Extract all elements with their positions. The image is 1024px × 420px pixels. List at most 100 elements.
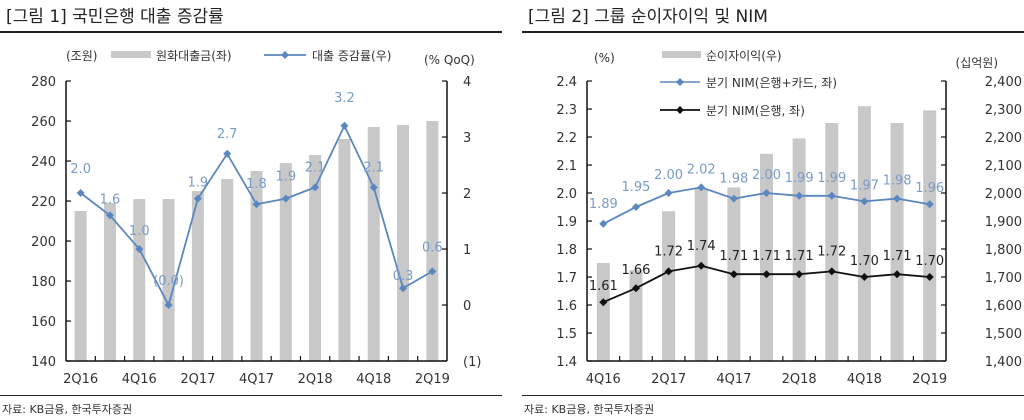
data-point xyxy=(827,267,836,276)
data-point xyxy=(76,189,85,197)
right-tick-label: 1,400 xyxy=(985,355,1022,370)
data-point xyxy=(599,219,608,228)
x-tick-label: 4Q17 xyxy=(239,372,274,387)
data-label: 2.02 xyxy=(687,162,716,177)
data-label: 1.98 xyxy=(883,174,912,189)
x-tick-label: 2Q19 xyxy=(912,372,947,387)
bar-3Q17 xyxy=(221,179,234,361)
data-label: 1.72 xyxy=(654,244,683,259)
legend-line-marker xyxy=(281,51,289,59)
data-point xyxy=(697,183,706,192)
data-label: 1.95 xyxy=(621,180,650,195)
data-point xyxy=(252,200,261,209)
right-tick-label: (1) xyxy=(463,355,481,370)
bar-3Q17 xyxy=(694,188,708,361)
left-tick-label: 2.3 xyxy=(556,103,577,118)
data-label: 2.1 xyxy=(305,160,326,175)
data-point xyxy=(399,284,408,293)
source-divider xyxy=(522,395,1024,396)
data-label: 1.99 xyxy=(785,171,814,186)
data-label: 1.71 xyxy=(785,249,814,264)
data-label: 1.9 xyxy=(275,170,296,185)
data-point xyxy=(664,267,673,276)
title-divider xyxy=(522,31,1024,33)
x-tick-label: 4Q18 xyxy=(356,372,391,387)
data-point xyxy=(795,191,804,200)
right-tick-label: 2,000 xyxy=(985,187,1022,202)
bar-2Q16 xyxy=(74,211,87,361)
data-label: 1.97 xyxy=(850,178,879,193)
legend-line-label: 대출 증감률(우) xyxy=(312,49,391,63)
data-label: 1.66 xyxy=(621,263,650,278)
left-tick-label: 1.8 xyxy=(556,243,577,258)
data-point xyxy=(925,273,934,281)
data-point xyxy=(827,191,836,200)
source-note: 자료: KB금융, 한국투자증권 xyxy=(2,403,133,416)
bar-2Q18 xyxy=(309,155,322,361)
chart-title: [그림 2] 그룹 순이자이익 및 NIM xyxy=(528,7,768,27)
data-label: 1.70 xyxy=(915,254,944,269)
left-tick-label: 140 xyxy=(31,355,56,370)
left-tick-label: 1.9 xyxy=(556,215,577,230)
data-point xyxy=(193,194,202,203)
bar-1Q18 xyxy=(279,163,292,361)
data-point xyxy=(135,245,144,253)
left-tick-label: 1.6 xyxy=(556,299,577,314)
chart-panel-nii-nim: [그림 2] 그룹 순이자이익 및 NIM 1.4 1.5 1.6 1.7 1.8 1.9… xyxy=(522,0,1024,420)
left-tick-label: 1.7 xyxy=(556,271,577,286)
left-tick-label: 1.5 xyxy=(556,327,577,342)
right-tick-label: 2,200 xyxy=(985,131,1022,146)
data-point xyxy=(369,183,378,192)
source-note: 자료: KB금융, 한국투자증권 xyxy=(524,403,655,416)
left-tick-label: 180 xyxy=(31,275,56,290)
data-point xyxy=(860,273,869,281)
bar-2Q18 xyxy=(792,138,806,361)
data-label: 1.99 xyxy=(817,171,846,186)
data-point xyxy=(281,194,290,203)
legend-bar-swatch xyxy=(111,51,151,58)
bar-4Q16 xyxy=(596,263,610,361)
left-tick-label: 2.1 xyxy=(556,159,577,174)
data-point xyxy=(762,270,771,279)
data-point xyxy=(599,298,608,307)
legend-bar-label: 순이자이익(우) xyxy=(706,49,782,63)
left-tick-label: 2.0 xyxy=(556,187,577,202)
right-axis-unit: (% QoQ) xyxy=(424,53,475,67)
data-label: 3.2 xyxy=(334,91,355,106)
data-label: 1.74 xyxy=(687,239,716,254)
bar-1Q18 xyxy=(760,153,773,361)
x-tick-label: 2Q18 xyxy=(782,372,817,387)
bar-3Q16 xyxy=(103,203,116,361)
x-tick-label: 2Q17 xyxy=(651,372,686,387)
data-point xyxy=(340,121,349,130)
right-tick-label: 2 xyxy=(463,187,471,202)
right-axis-unit: (십억원) xyxy=(956,56,998,70)
data-point xyxy=(893,194,902,203)
source-divider xyxy=(0,395,502,396)
left-tick-label: 240 xyxy=(31,155,56,170)
bar-1Q17 xyxy=(162,199,175,361)
bar-4Q18 xyxy=(857,106,871,361)
data-label: 1.71 xyxy=(752,249,781,264)
data-point xyxy=(105,211,114,220)
left-tick-label: 260 xyxy=(31,115,56,130)
bar-2Q17 xyxy=(191,191,204,361)
x-tick-label: 4Q18 xyxy=(847,372,882,387)
data-point xyxy=(311,183,320,192)
legend-bar-swatch xyxy=(662,51,701,58)
data-label: (0.0) xyxy=(153,274,184,289)
data-label: 1.9 xyxy=(188,176,209,191)
bar-4Q17 xyxy=(250,171,263,361)
x-tick-label: 2Q16 xyxy=(63,372,98,387)
left-tick-label: 160 xyxy=(31,315,56,330)
data-point xyxy=(164,301,173,309)
data-label: 1.71 xyxy=(719,249,748,264)
left-tick-label: 280 xyxy=(31,75,56,90)
data-label: 2.0 xyxy=(70,162,91,177)
data-point xyxy=(697,261,706,270)
x-tick-label: 4Q16 xyxy=(586,372,621,387)
data-label: 2.00 xyxy=(654,168,683,183)
right-tick-label: 0 xyxy=(463,299,471,314)
bar-1Q17 xyxy=(629,270,643,361)
legend-line-marker xyxy=(676,78,684,86)
